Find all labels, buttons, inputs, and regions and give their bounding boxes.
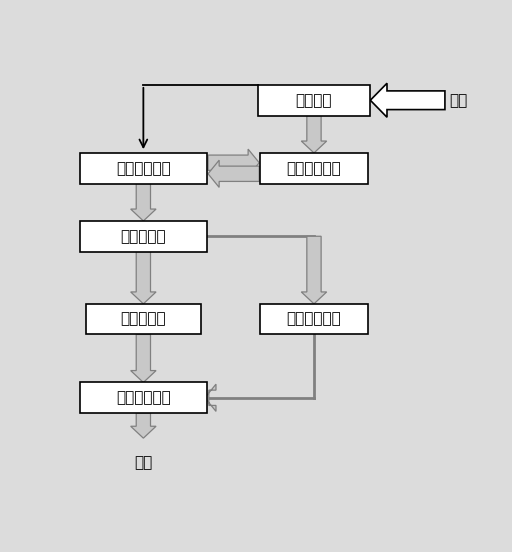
Bar (86, 304, 201, 335)
Polygon shape (131, 413, 156, 438)
Bar (259, 85, 370, 115)
Bar (261, 153, 368, 184)
Text: 预加重模块: 预加重模块 (120, 312, 166, 327)
Bar (80, 153, 207, 184)
Polygon shape (301, 115, 327, 153)
Bar (261, 304, 368, 335)
Text: 输出: 输出 (134, 455, 153, 470)
Polygon shape (301, 236, 327, 304)
Polygon shape (131, 184, 156, 221)
Text: 输入: 输入 (449, 93, 467, 108)
Bar (80, 221, 207, 252)
Polygon shape (131, 252, 156, 304)
Polygon shape (208, 160, 259, 187)
Text: 逻辑控制单元: 逻辑控制单元 (116, 161, 170, 176)
Text: 信号调理模块: 信号调理模块 (116, 390, 170, 405)
Polygon shape (208, 149, 259, 176)
Text: 数据存储单元: 数据存储单元 (287, 161, 342, 176)
Text: 反向过冲模块: 反向过冲模块 (287, 312, 342, 327)
Bar (80, 383, 207, 413)
Polygon shape (205, 384, 216, 411)
Text: 数模转换器: 数模转换器 (120, 229, 166, 244)
Polygon shape (370, 83, 445, 117)
Polygon shape (131, 335, 156, 383)
Text: 接口电路: 接口电路 (296, 93, 332, 108)
